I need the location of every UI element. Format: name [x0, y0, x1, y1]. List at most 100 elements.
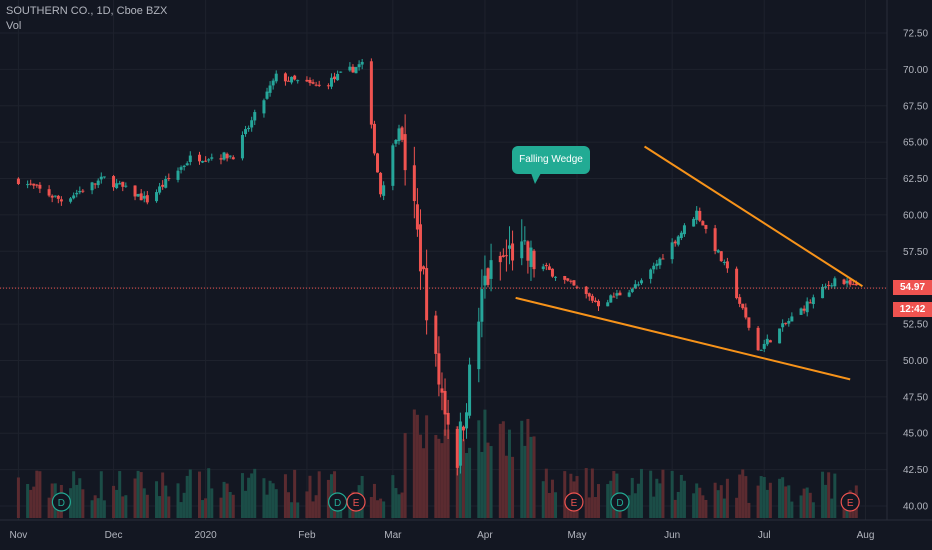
volume-bar	[158, 496, 162, 518]
candle-body	[90, 182, 94, 191]
volume-bar	[759, 476, 763, 518]
volume-bar	[446, 429, 450, 518]
volume-bar	[765, 489, 769, 518]
volume-bar	[504, 455, 508, 518]
volume-bar	[185, 475, 189, 518]
candle-body	[333, 76, 337, 80]
candle-body	[756, 327, 760, 351]
candle-body	[382, 185, 386, 196]
volume-bar	[440, 443, 444, 518]
candle-body	[240, 135, 244, 159]
upper-trendline[interactable]	[643, 145, 863, 288]
candle-body	[293, 75, 297, 80]
earnings-marker[interactable]: E	[840, 492, 860, 512]
volume-bar	[713, 482, 717, 518]
candle-body	[682, 225, 686, 235]
y-tick-label: 42.50	[903, 465, 928, 476]
volume-bar	[90, 500, 94, 518]
volume-bar	[808, 492, 812, 518]
volume-bar	[379, 498, 383, 518]
volume-bar	[225, 483, 229, 518]
marker-label: D	[58, 498, 65, 509]
volume-bar	[630, 477, 634, 518]
volume-bar	[590, 468, 594, 518]
candle-body	[489, 260, 493, 279]
volume-bar	[802, 488, 806, 518]
candle-body	[639, 280, 643, 284]
earnings-marker[interactable]: E	[346, 492, 366, 512]
volume-bar	[670, 470, 674, 518]
volume-bar	[142, 488, 146, 518]
candle-body	[434, 315, 438, 354]
volume-bar	[326, 479, 330, 518]
falling-wedge-callout[interactable]: Falling Wedge	[512, 146, 590, 174]
candle-body	[201, 161, 205, 163]
candle-body	[741, 303, 745, 309]
dividend-marker[interactable]: D	[610, 492, 630, 512]
volume-bar	[391, 475, 395, 518]
x-tick-label: Dec	[105, 530, 123, 541]
candle-body	[507, 245, 511, 249]
candle-body	[93, 183, 97, 185]
marker-label: D	[616, 498, 623, 509]
candle-body	[609, 295, 613, 303]
candle-body	[759, 349, 763, 351]
volume-bar	[231, 494, 235, 518]
volume-bar	[311, 501, 315, 518]
candle-body	[265, 91, 269, 99]
volume-bar	[738, 474, 742, 518]
volume-bar	[477, 420, 481, 518]
volume-bar	[317, 471, 321, 518]
candle-body	[661, 258, 665, 260]
candle-body	[692, 218, 696, 227]
candle-body	[197, 154, 201, 162]
candle-body	[606, 302, 610, 307]
volume-bar	[136, 470, 140, 518]
volume-bar	[182, 492, 186, 518]
candle-body	[376, 153, 380, 173]
candle-body	[231, 157, 235, 160]
symbol-title[interactable]: SOUTHERN CO., 1D, Cboe BZX	[6, 5, 168, 17]
marker-label: E	[571, 498, 578, 509]
dividend-marker[interactable]: D	[51, 492, 71, 512]
candle-body	[142, 195, 146, 199]
candle-body	[824, 286, 828, 288]
price-axis[interactable]	[887, 0, 932, 550]
candle-body	[851, 284, 855, 286]
candle-body	[719, 251, 723, 262]
volume-bar	[72, 471, 76, 518]
volume-bar	[219, 497, 223, 518]
volume-bar	[305, 491, 309, 518]
marker-label: D	[334, 498, 341, 509]
volume-bar	[511, 456, 515, 518]
volume-bar	[830, 498, 834, 518]
volume-bar	[676, 491, 680, 518]
candle-body	[317, 84, 321, 86]
earnings-marker[interactable]: E	[564, 492, 584, 512]
lower-trendline[interactable]	[515, 296, 851, 381]
volume-bar	[593, 497, 597, 518]
candle-body	[314, 84, 318, 86]
candle-body	[735, 268, 739, 299]
candle-body	[698, 210, 702, 221]
marker-label: E	[353, 498, 360, 509]
volume-bar	[283, 474, 287, 518]
candle-body	[520, 241, 524, 259]
candle-body	[422, 266, 426, 270]
volume-indicator-label[interactable]: Vol	[6, 20, 22, 32]
volume-bar	[201, 500, 205, 518]
time-axis[interactable]	[0, 520, 932, 550]
candle-body	[483, 275, 487, 286]
candle-body	[348, 66, 352, 71]
volume-bar	[722, 498, 726, 518]
candle-body	[164, 178, 168, 188]
price-axis-ticks: 72.5070.0067.5065.0062.5060.0057.5055.00…	[903, 29, 928, 513]
volume-bar	[741, 469, 745, 518]
volume-bar	[139, 472, 143, 518]
dividend-marker[interactable]: D	[328, 492, 348, 512]
x-tick-label: Aug	[857, 530, 875, 541]
candle-body	[821, 286, 825, 299]
marker-circle	[51, 492, 71, 512]
volume-bar	[698, 487, 702, 518]
